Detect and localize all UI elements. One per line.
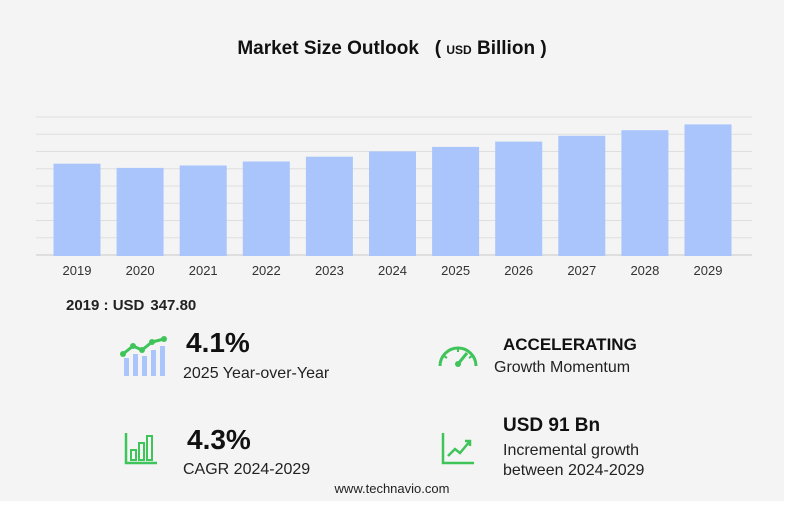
chart-title-main: Market Size Outlook (237, 38, 419, 59)
momentum-value: ACCELERATING (503, 335, 637, 354)
yoy-value: 4.1% (186, 327, 250, 358)
yoy-label: 2025 Year-over-Year (183, 365, 330, 382)
incremental-label-line1: Incremental growth (503, 442, 640, 459)
x-tick-label-2025: 2025 (441, 263, 470, 278)
bar-2023 (305, 156, 353, 256)
bar-2026 (495, 141, 543, 256)
base-year-amount: 347.80 (150, 297, 197, 314)
bar-2022 (242, 161, 290, 256)
x-tick-label-2022: 2022 (252, 263, 281, 278)
x-tick-label-2024: 2024 (378, 263, 407, 278)
x-tick-label-2027: 2027 (567, 263, 596, 278)
x-tick-label-2021: 2021 (189, 263, 218, 278)
bar-2021 (179, 165, 227, 256)
incremental-value: USD 91 Bn (503, 415, 601, 436)
bar-2019 (53, 163, 101, 256)
x-tick-label-2028: 2028 (630, 263, 659, 278)
yoy-stat: 4.1% (186, 327, 250, 359)
chart-x-axis-labels: 2019 2020 2021 2022 2023 2024 2025 2026 2027 2028… (63, 263, 723, 278)
x-tick-label-2020: 2020 (126, 263, 155, 278)
title-unit-open: ( (434, 38, 442, 59)
base-year-value: 2019 : USD 347.80 (66, 297, 196, 314)
x-tick-label-2029: 2029 (694, 263, 723, 278)
bar-2024 (369, 151, 416, 256)
cagr-value: 4.3% (187, 424, 251, 455)
chart-bars (53, 124, 732, 257)
source-footer: www.technavio.com (334, 481, 450, 496)
bar-chart-icon (124, 433, 157, 465)
bar-2029 (684, 124, 732, 257)
market-size-bar-chart: 2019 2020 2021 2022 2023 2024 2025 2026 2027 2028… (36, 116, 752, 278)
incremental-label-line2: between 2024-2029 (503, 462, 645, 479)
title-unit-close: ) (540, 38, 547, 59)
cagr-label: CAGR 2024-2029 (183, 461, 311, 478)
bar-2020 (116, 167, 164, 256)
speedometer-icon (438, 346, 478, 367)
bar-2028 (621, 130, 669, 256)
title-unit-word: Billion (477, 38, 536, 59)
bar-2027 (558, 135, 606, 256)
title-unit-currency: USD (446, 43, 472, 57)
x-tick-label-2026: 2026 (504, 263, 533, 278)
bar-2025 (432, 146, 480, 256)
momentum-label: Growth Momentum (494, 359, 631, 376)
chart-title: Market Size Outlook ( USD Billion ) (0, 38, 784, 60)
growth-bars-icon (120, 336, 167, 376)
x-tick-label-2023: 2023 (315, 263, 344, 278)
trend-line-icon (441, 433, 474, 465)
base-year-label: 2019 : USD (66, 297, 145, 314)
x-tick-label-2019: 2019 (63, 263, 92, 278)
